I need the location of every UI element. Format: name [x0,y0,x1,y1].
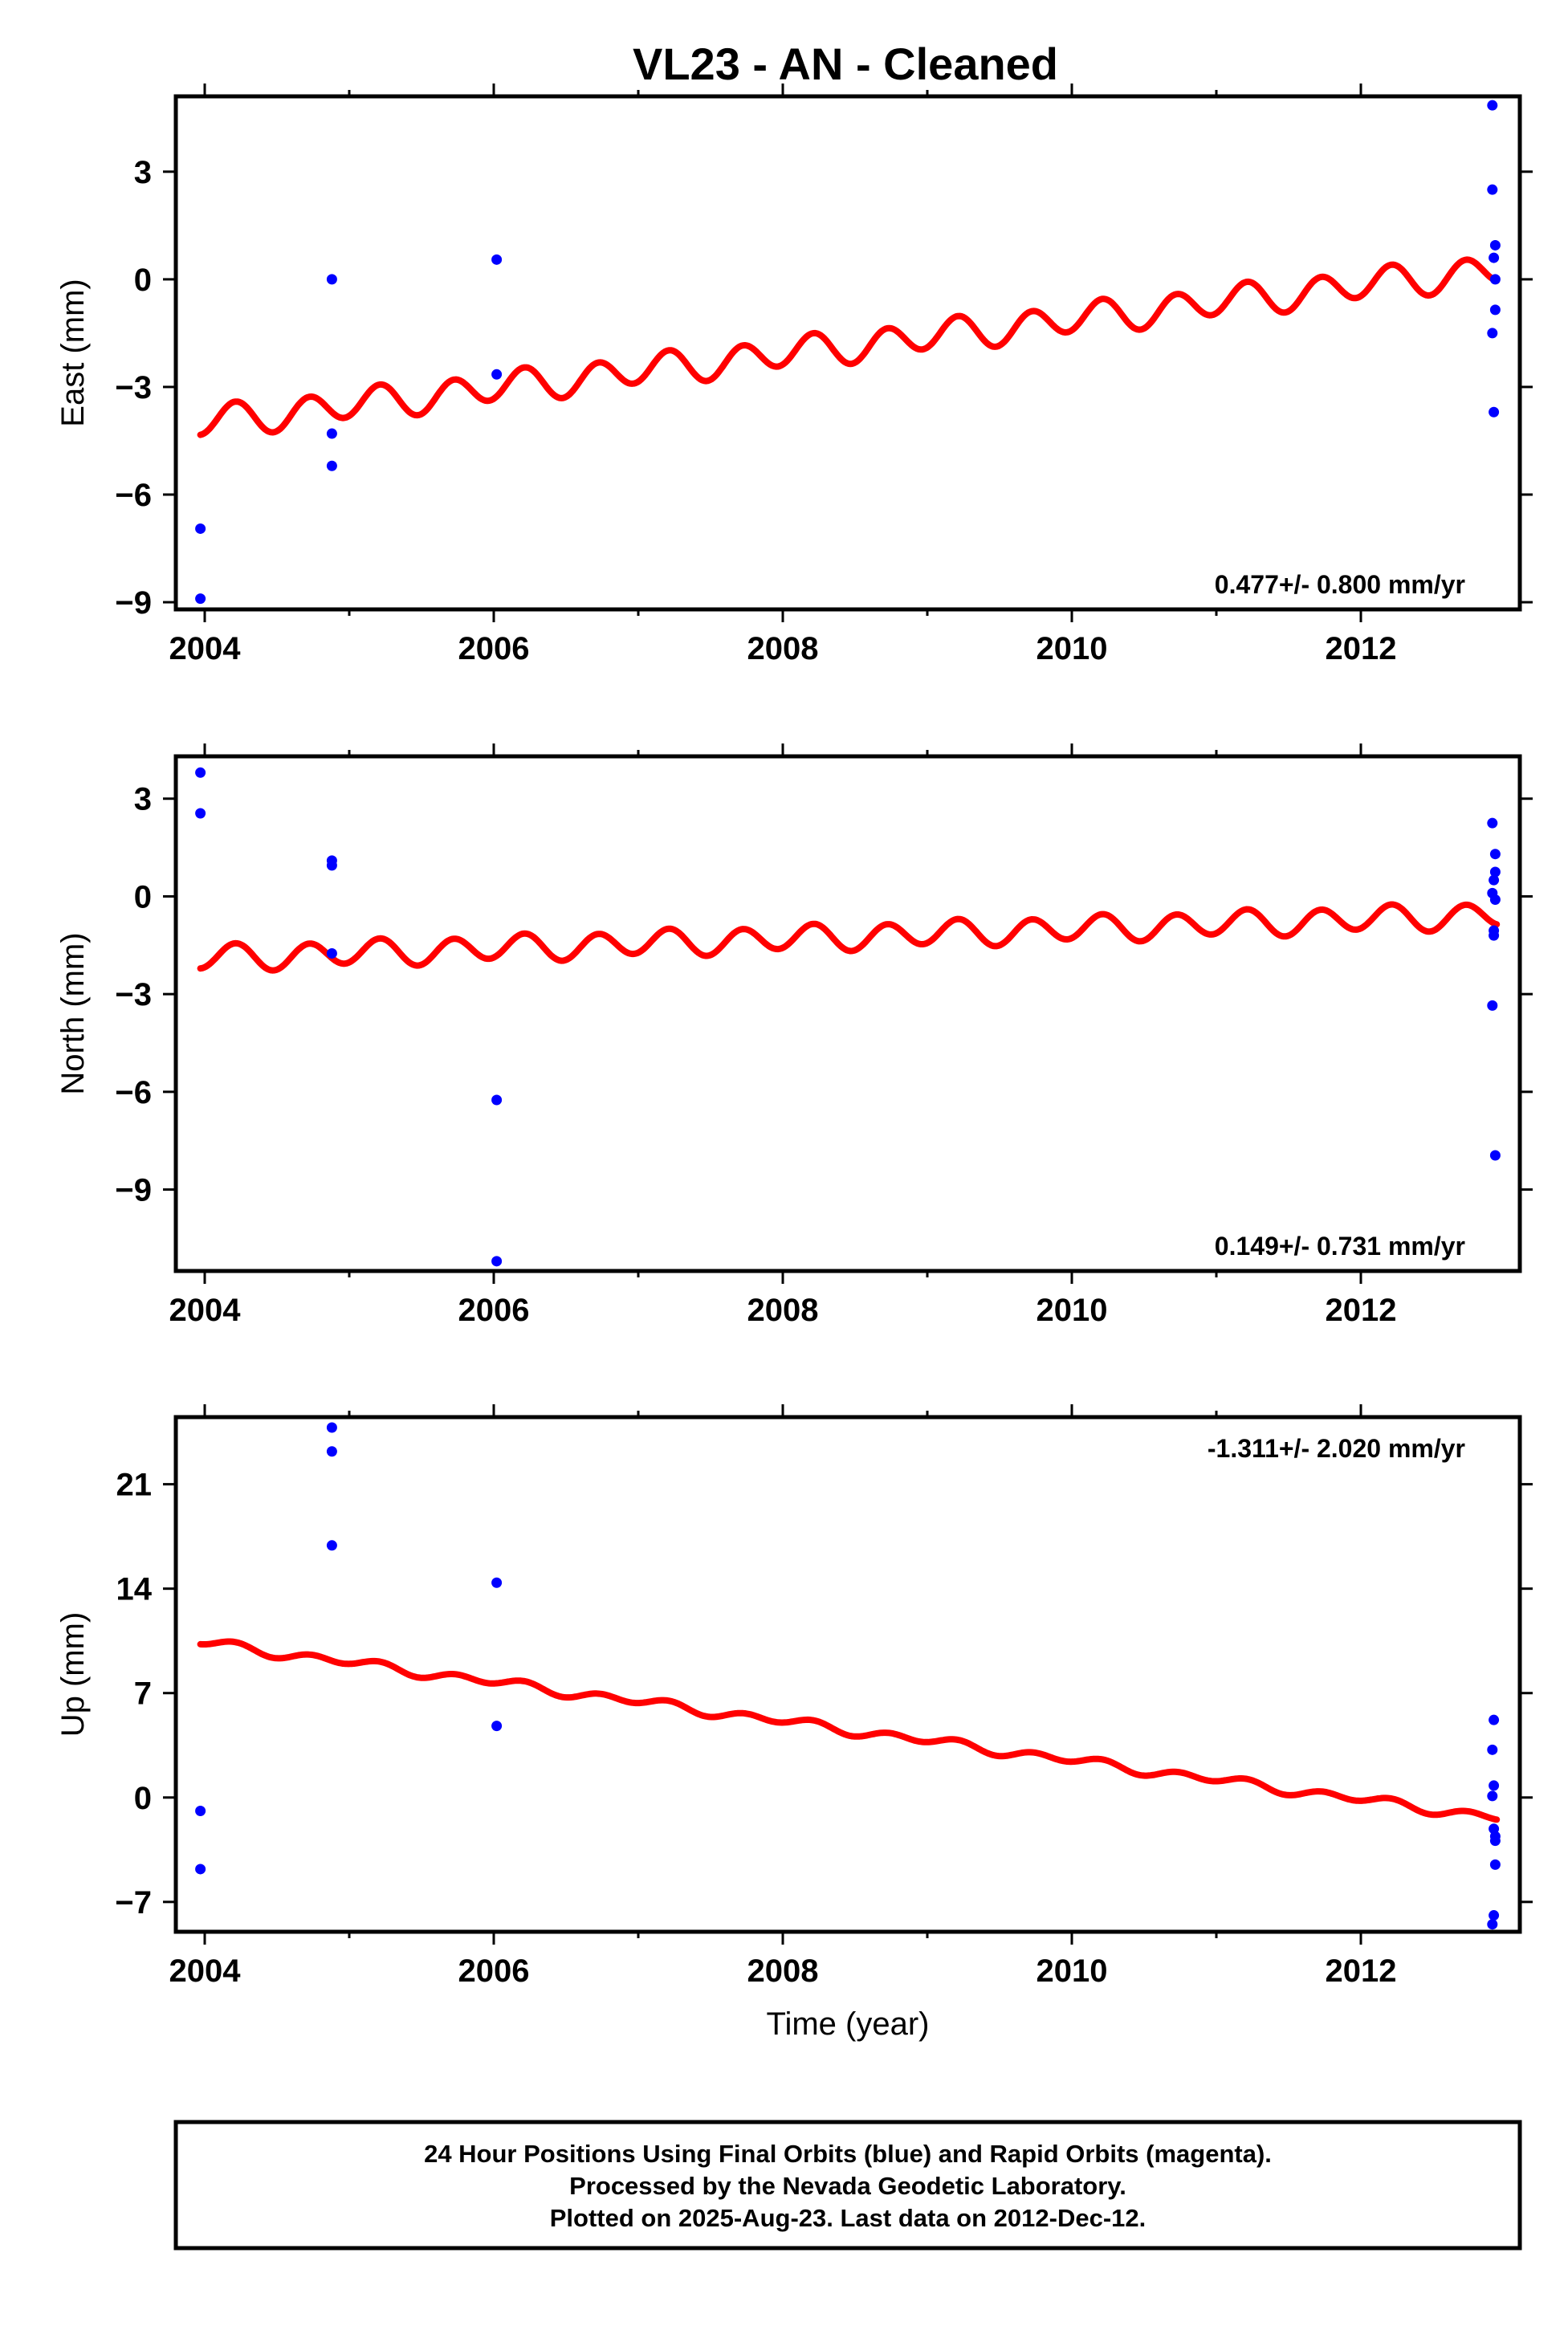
footer-frame [173,2120,1522,2251]
data-point [1487,1919,1498,1930]
up-y-axis-label: Up (mm) [55,1612,91,1737]
x-axis-label: Time (year) [767,2006,930,2042]
y-tick-label: −3 [115,977,152,1012]
y-tick-label: 7 [134,1676,152,1712]
data-point [1489,274,1501,285]
y-tick-label: −6 [115,478,152,513]
x-tick-label: 2006 [458,631,530,666]
data-point [491,369,503,380]
x-tick-label: 2006 [458,1293,530,1328]
east-panel: 2004 2006 2008 2010 2012 −9 −6 −3 0 3 East (mm) 0.4… [55,84,1533,666]
up-frame [173,1415,1522,1934]
y-tick-label: 0 [134,263,152,298]
data-point [1489,1780,1500,1791]
x-tick-label: 2008 [747,1293,819,1328]
data-point [326,947,337,959]
data-point [326,460,337,471]
data-point [1489,406,1500,418]
data-point [326,1446,337,1457]
north-rate-label: 0.149+/- 0.731 mm/yr [1215,1232,1465,1261]
data-point [1489,1150,1501,1161]
data-point [195,1864,206,1875]
data-point [1489,252,1500,263]
data-point [1487,1000,1498,1011]
data-point [1487,328,1498,339]
east-model-curve [197,256,1501,438]
footer-line-1: 24 Hour Positions Using Final Orbits (bl… [424,2140,1272,2168]
x-tick-label: 2010 [1037,1953,1108,1989]
data-point [1487,1744,1498,1755]
data-point [1489,1835,1501,1847]
east-rate-label: 0.477+/- 0.800 mm/yr [1215,570,1465,599]
data-point [195,808,206,819]
footer-box: 24 Hour Positions Using Final Orbits (bl… [173,2120,1522,2251]
data-point [491,254,503,265]
y-tick-label: 21 [116,1468,153,1503]
data-point [1489,849,1501,860]
x-tick-label: 2004 [169,631,242,666]
data-point [326,1422,337,1433]
data-point [195,523,206,534]
east-y-axis-label: East (mm) [55,279,91,426]
data-point [491,1094,503,1106]
data-point [1487,100,1498,111]
data-point [491,1577,503,1588]
x-tick-label: 2004 [169,1953,242,1989]
x-tick-label: 2010 [1037,631,1108,666]
north-model-curve [197,901,1501,974]
y-tick-label: 3 [134,782,152,817]
y-tick-label: 3 [134,155,152,190]
x-tick-label: 2012 [1326,1293,1397,1328]
x-tick-label: 2012 [1326,631,1397,666]
data-point [195,1806,206,1817]
data-point [1489,304,1501,316]
data-point [1487,184,1498,195]
up-rate-label: -1.311+/- 2.020 mm/yr [1208,1434,1465,1463]
x-tick-label: 2004 [169,1293,242,1328]
data-point [195,593,206,605]
up-panel: 2004 2006 2008 2010 2012 −7 0 7 14 21 Up (mm) Time … [55,1404,1533,2042]
y-tick-label: −9 [115,1173,152,1208]
x-tick-label: 2008 [747,631,819,666]
north-y-axis-label: North (mm) [55,932,91,1094]
data-point [1487,817,1498,829]
y-tick-label: 0 [134,879,152,914]
y-tick-label: −3 [115,370,152,405]
data-point [326,860,337,871]
data-point [491,1721,503,1732]
footer-line-3: Plotted on 2025-Aug-23. Last data on 201… [550,2204,1146,2232]
data-point [1489,1910,1500,1921]
x-tick-label: 2008 [747,1953,819,1989]
data-point [326,274,337,285]
north-panel: 2004 2006 2008 2010 2012 −9 −6 −3 0 3 North (mm) 0.… [55,743,1533,1328]
data-point [1489,874,1500,886]
data-point [1489,1714,1500,1725]
figure-title: VL23 - AN - Cleaned [633,39,1058,89]
data-point [491,1256,503,1267]
data-point [1489,1859,1501,1870]
east-frame [173,94,1522,612]
y-tick-label: 0 [134,1781,152,1816]
data-point [326,1540,337,1551]
north-frame [173,754,1522,1273]
data-point [1489,894,1501,906]
data-point [326,428,337,439]
y-tick-label: −9 [115,585,152,621]
footer-line-2: Processed by the Nevada Geodetic Laborat… [569,2172,1126,2200]
y-tick-label: −7 [115,1885,152,1921]
x-tick-label: 2010 [1037,1293,1108,1328]
data-point [1487,1790,1498,1802]
y-tick-label: 14 [116,1572,153,1607]
data-point [1489,239,1501,251]
up-model-curve [197,1638,1501,1823]
data-point [1489,866,1501,878]
x-tick-label: 2006 [458,1953,530,1989]
y-tick-label: −6 [115,1075,152,1110]
x-tick-label: 2012 [1326,1953,1397,1989]
data-point [1489,930,1500,941]
data-point [195,767,206,778]
